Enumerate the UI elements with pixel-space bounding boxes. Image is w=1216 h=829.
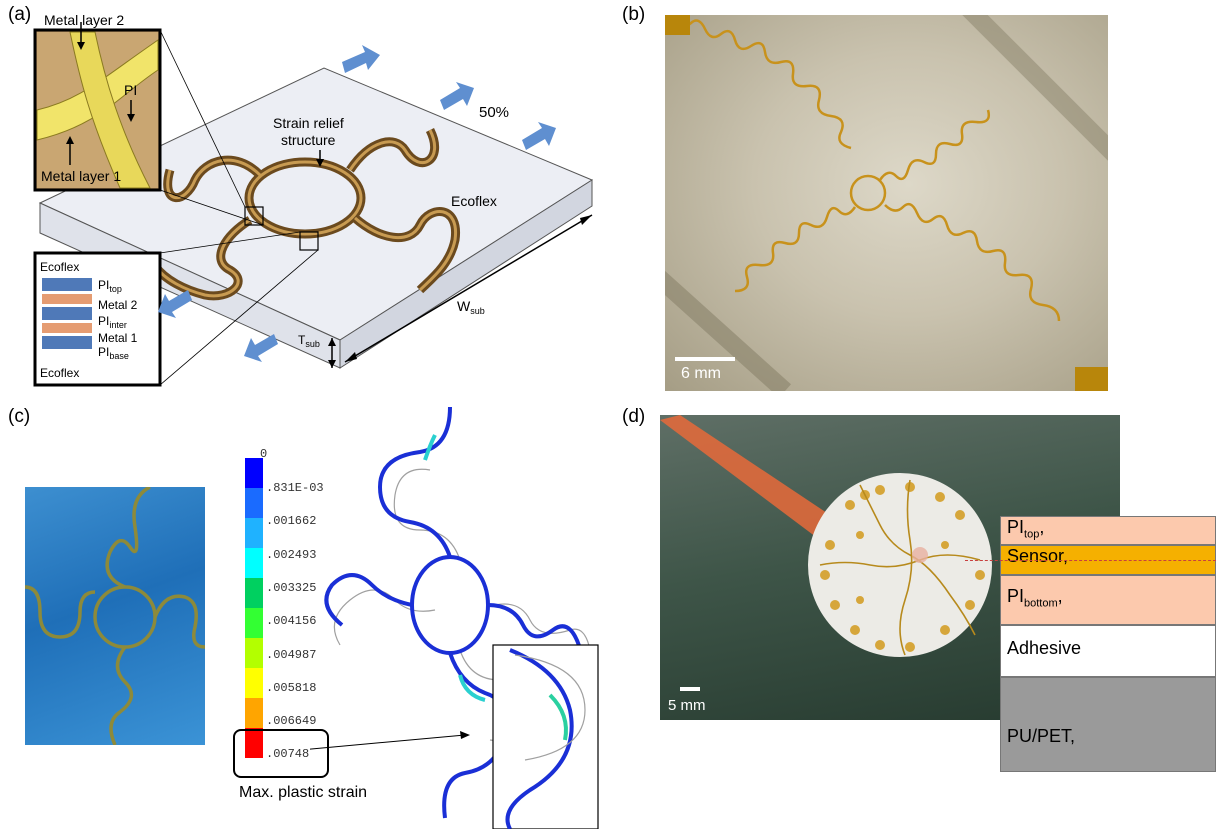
colorbar-segment	[245, 608, 263, 638]
panel-b-label: (b)	[622, 4, 645, 26]
panel-c-photo	[25, 487, 205, 745]
scale-label-b: 6 mm	[681, 365, 721, 383]
stack-ecoflex-top: Ecoflex	[40, 260, 79, 274]
colorbar-segment	[245, 578, 263, 608]
strain-colorbar	[245, 458, 263, 758]
legend-value: .005818	[266, 681, 316, 695]
label-stretch-percent: 50%	[479, 104, 509, 121]
colorbar-segment	[245, 518, 263, 548]
layer-pi-top: PItop,	[1000, 516, 1216, 545]
serpentine-photo-drawing	[665, 15, 1108, 391]
legend-value: .004156	[266, 614, 316, 628]
legend-value: 0	[260, 447, 267, 461]
legend-value: .001662	[266, 514, 316, 528]
colorbar-segment	[245, 458, 263, 488]
legend-value: .004987	[266, 648, 316, 662]
legend-value: .003325	[266, 581, 316, 595]
label-metal-layer-1: Metal layer 1	[41, 168, 121, 184]
stack-pi-top: PItop	[98, 278, 122, 294]
stack-ecoflex-bottom: Ecoflex	[40, 366, 79, 380]
colorbar-segment	[245, 488, 263, 518]
colorbar-segment	[245, 668, 263, 698]
layer-pi-bottom: PIbottom,	[1000, 575, 1216, 625]
label-strain-relief: Strain relief	[273, 115, 344, 131]
layer-pu-pet: PU/PET,	[1000, 677, 1216, 772]
layer-adhesive: Adhesive	[1000, 625, 1216, 677]
label-metal-layer-2: Metal layer 2	[44, 12, 124, 28]
stack-metal-1: Metal 1	[98, 331, 137, 345]
stack-metal-2: Metal 2	[98, 298, 137, 312]
colorbar-segment	[245, 638, 263, 668]
panel-b-photo: 6 mm	[665, 15, 1108, 391]
label-pi: PI	[124, 82, 137, 98]
label-w-sub: Wsub	[457, 298, 485, 316]
stack-pi-inter: PIinter	[98, 314, 127, 330]
panel-d-label: (d)	[622, 406, 645, 428]
label-ecoflex: Ecoflex	[451, 193, 497, 209]
stack-pi-base: PIbase	[98, 345, 129, 361]
colorbar-segment	[245, 548, 263, 578]
scale-bar-b	[675, 357, 735, 361]
label-structure: structure	[281, 132, 335, 148]
sensor-dashed-line	[965, 560, 1216, 561]
scale-bar-d	[680, 687, 700, 691]
legend-value: .006649	[266, 714, 316, 728]
serpentine-on-skin	[25, 487, 205, 745]
scale-label-d: 5 mm	[668, 697, 706, 714]
fea-strain-plot	[310, 405, 600, 829]
label-t-sub: Tsub	[298, 333, 320, 349]
colorbar-segment	[245, 698, 263, 728]
panel-c-label: (c)	[8, 406, 30, 428]
legend-value: .002493	[266, 548, 316, 562]
